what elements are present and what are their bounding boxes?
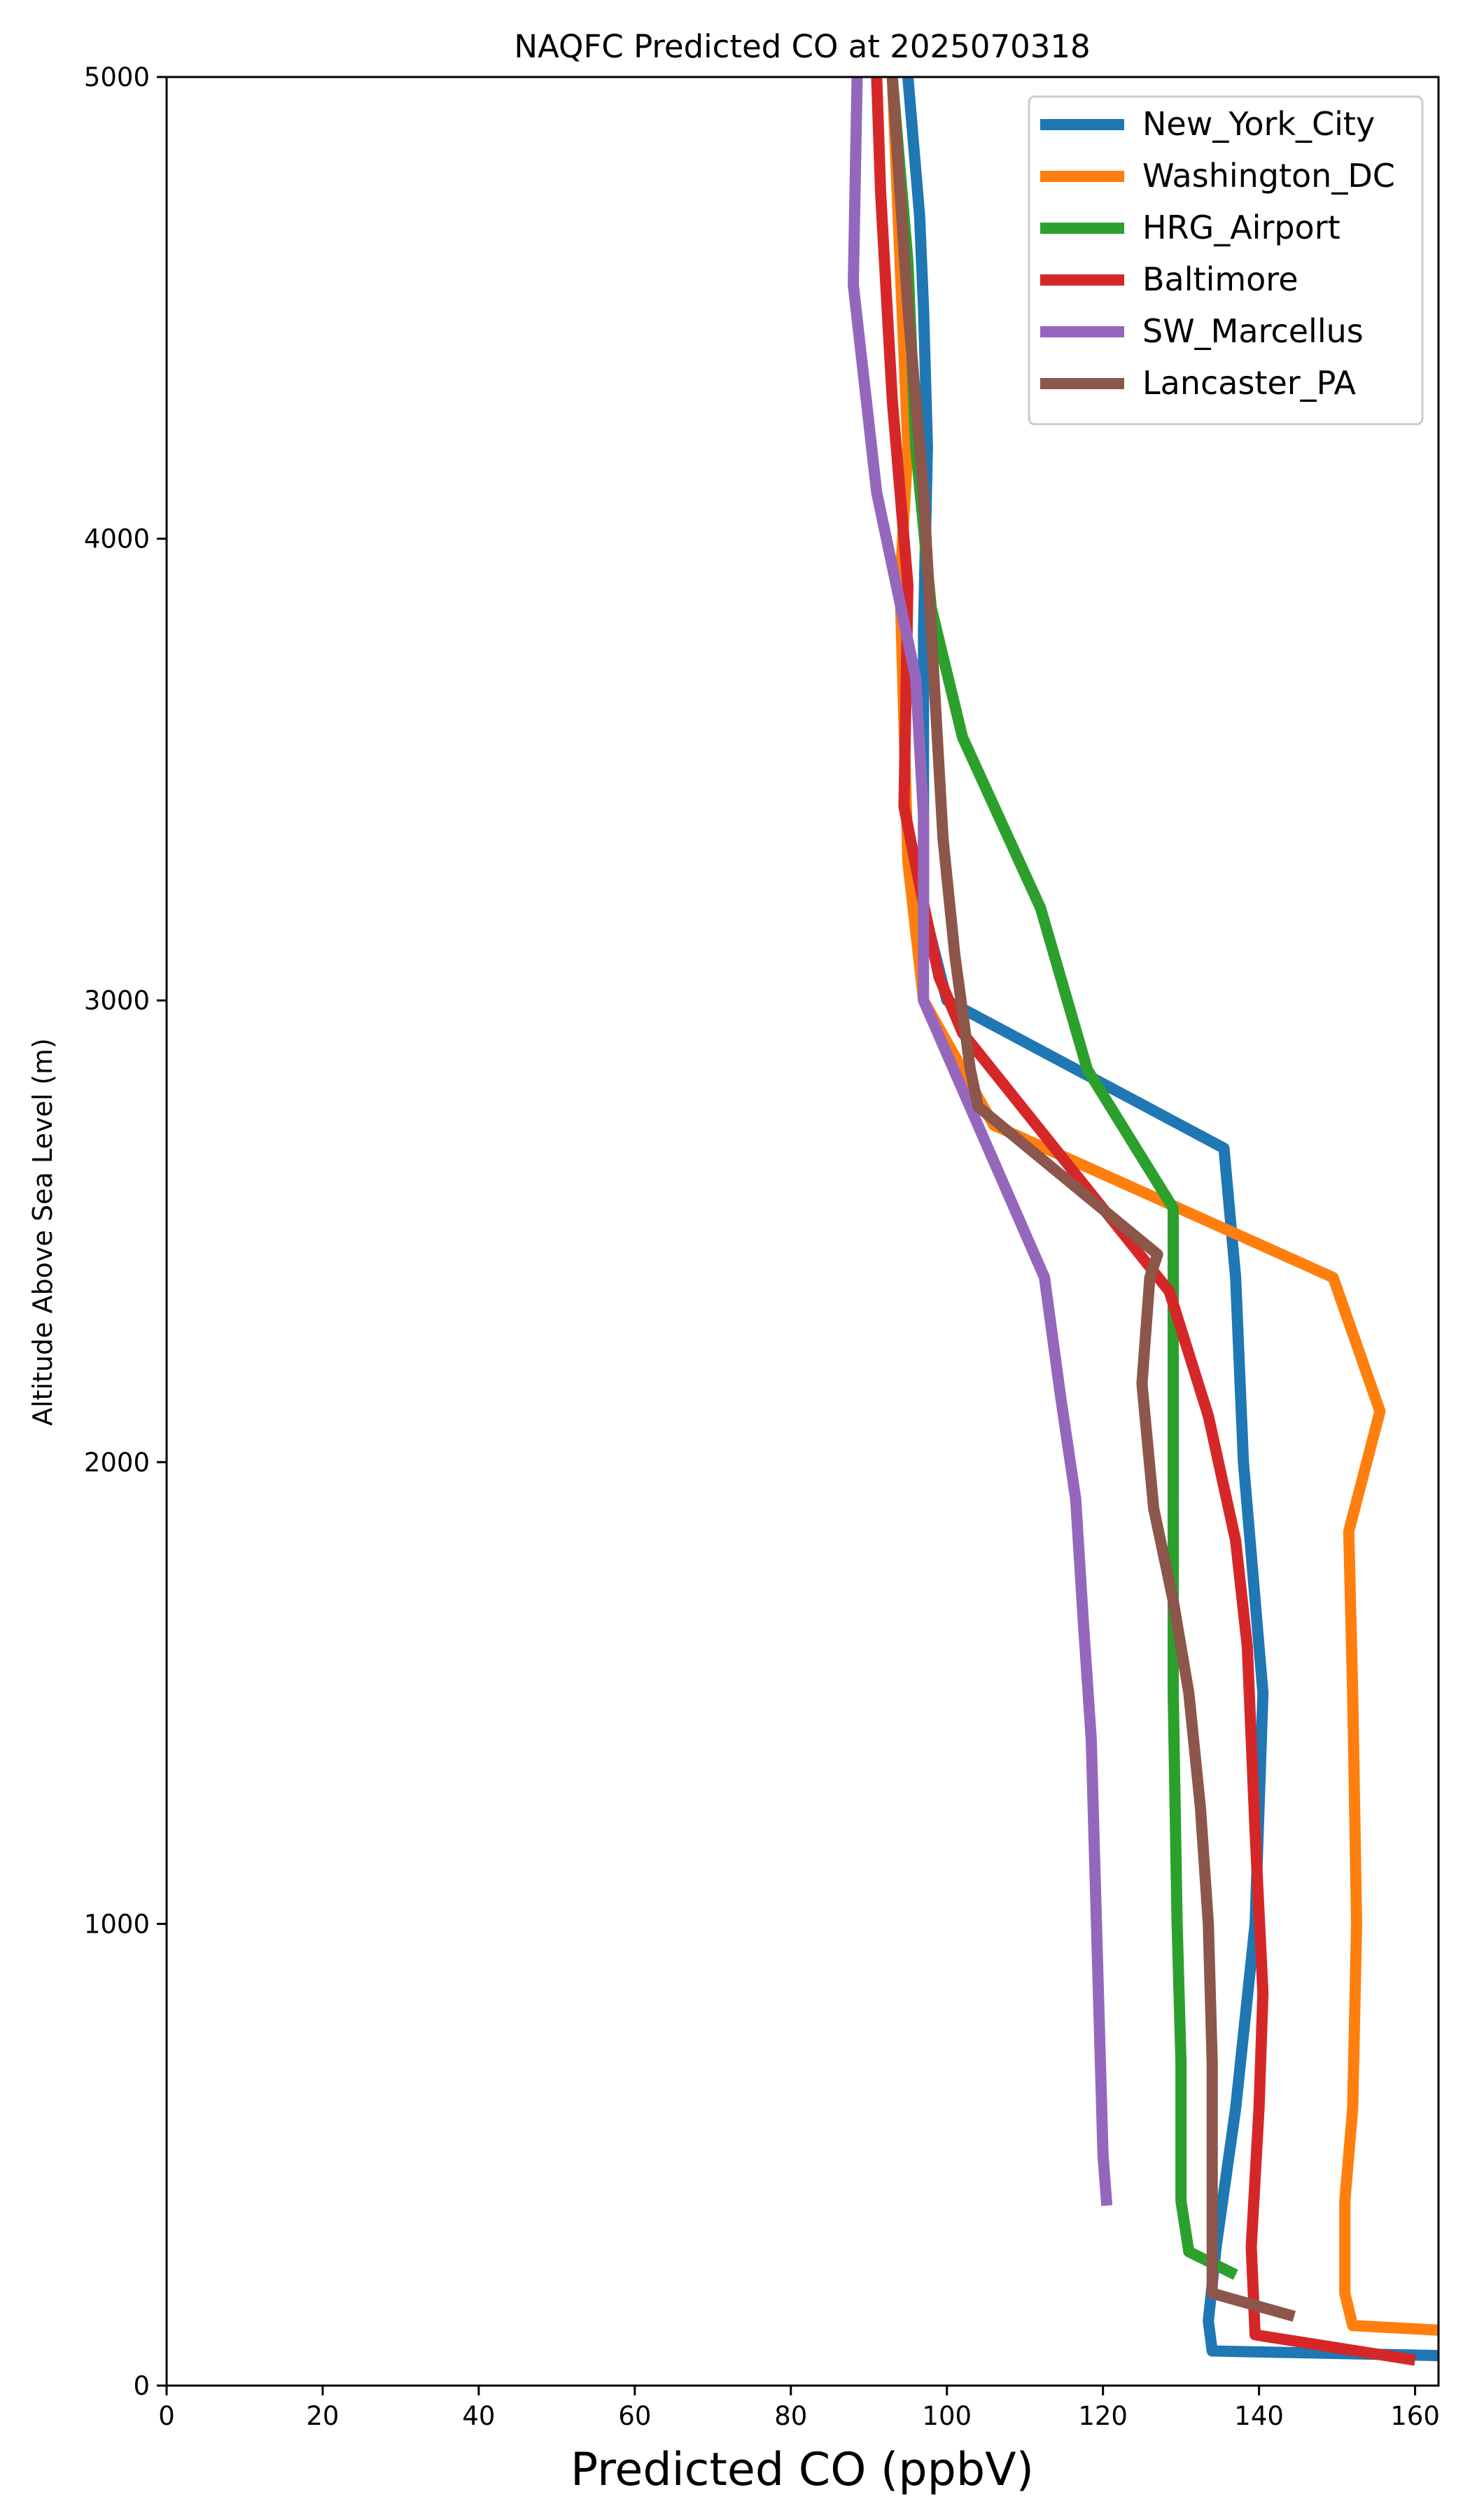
plot-frame [165,76,1440,2387]
series-line-sw-marcellus [848,77,1113,2206]
x-tick-label: 120 [1078,2401,1128,2431]
legend-label-baltimore: Baltimore [1142,260,1298,298]
series-line-baltimore [871,77,1416,2366]
legend-label-new-york-city: New_York_City [1142,105,1375,143]
y-tick-label: 1000 [84,1909,150,1939]
y-tick-label: 5000 [84,62,150,92]
legend: New_York_City Washington_DC HRG_Airport Bal… [1028,95,1424,426]
x-tick-label: 40 [462,2401,495,2431]
y-tick-label: 4000 [84,524,150,554]
y-tick-label: 0 [133,2371,150,2401]
x-tick-label: 160 [1390,2401,1440,2431]
legend-label-hrg-airport: HRG_Airport [1142,209,1340,246]
x-tick-label: 80 [774,2401,807,2431]
x-tick-label: 60 [618,2401,651,2431]
y-tick-label: 3000 [84,986,150,1016]
legend-label-washington-dc: Washington_DC [1142,157,1395,195]
x-axis-label: Predicted CO (ppbV) [570,2444,1034,2496]
y-axis-label: Altitude Above Sea Level (m) [27,1038,58,1426]
x-tick-label: 140 [1234,2401,1284,2431]
legend-label-sw-marcellus: SW_Marcellus [1142,312,1364,350]
x-tick-label: 20 [306,2401,339,2431]
y-tick-label: 2000 [84,1448,150,1478]
legend-label-lancaster-pa: Lancaster_PA [1142,364,1356,402]
series-line-lancaster-pa [886,77,1296,2322]
chart-title: NAQFC Predicted CO at 2025070318 [514,28,1090,65]
x-tick-label: 100 [922,2401,972,2431]
x-tick-label: 0 [158,2401,175,2431]
series-layer [848,77,1438,2366]
axes: 0 20 40 60 80 100 120 140 160 0 1000 2000 3000 4000 50… [84,62,1440,2431]
legend-box [1028,95,1424,426]
